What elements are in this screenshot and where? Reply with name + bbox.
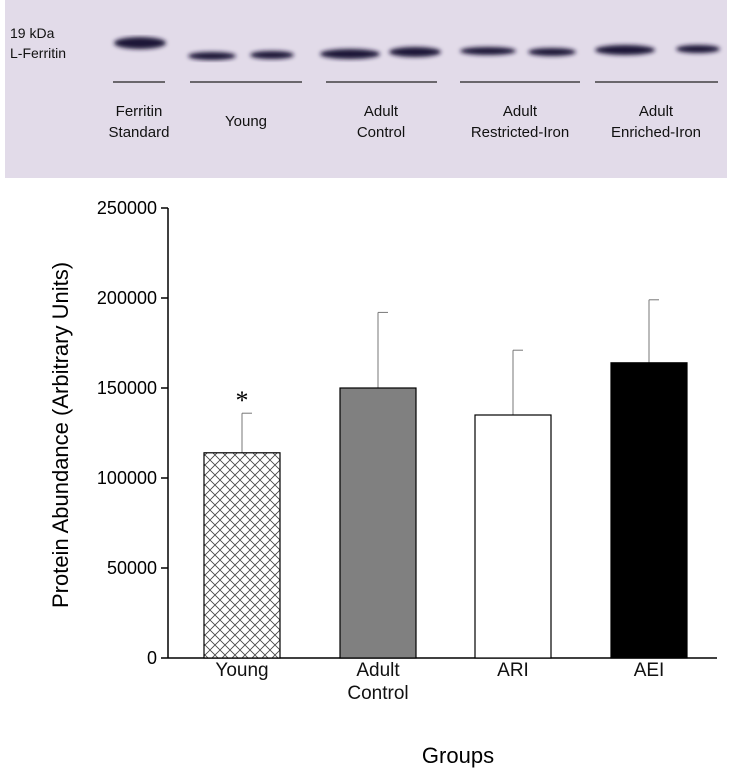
lane-label: Adult: [639, 103, 674, 120]
y-tick-label: 50000: [107, 558, 157, 578]
blot-marker-label: L-Ferritin: [10, 45, 66, 61]
lane-label: Young: [225, 113, 267, 130]
y-axis-label: Protein Abundance (Arbitrary Units): [48, 262, 73, 608]
lane-label: Control: [357, 124, 405, 141]
y-tick-label: 250000: [97, 198, 157, 218]
blot-bands: [114, 37, 720, 60]
lane-label: Ferritin: [116, 103, 163, 120]
bar: [203, 452, 281, 659]
lane-label: Enriched-Iron: [611, 124, 701, 141]
x-tick-label: Adult Control: [347, 660, 409, 704]
lane-label: Standard: [109, 124, 170, 141]
bar: [610, 362, 688, 659]
x-tick-label: ARI: [497, 660, 529, 681]
lane-label: Adult: [364, 103, 399, 120]
annotation: *: [236, 386, 249, 415]
x-tick-label: Young: [215, 660, 269, 681]
y-tick-label: 200000: [97, 288, 157, 308]
x-tick-label: AEI: [633, 660, 665, 681]
y-tick-label: 150000: [97, 378, 157, 398]
bar: [339, 387, 417, 659]
lane-label: Restricted-Iron: [471, 124, 569, 141]
y-tick-label: 100000: [97, 468, 157, 488]
lane-label: Adult: [503, 103, 538, 120]
blot-marker-label: 19 kDa: [10, 25, 55, 41]
blot-background: [5, 0, 727, 178]
bar: [474, 414, 552, 659]
y-tick-label: 0: [147, 648, 157, 668]
x-axis-label: Groups: [422, 743, 494, 768]
